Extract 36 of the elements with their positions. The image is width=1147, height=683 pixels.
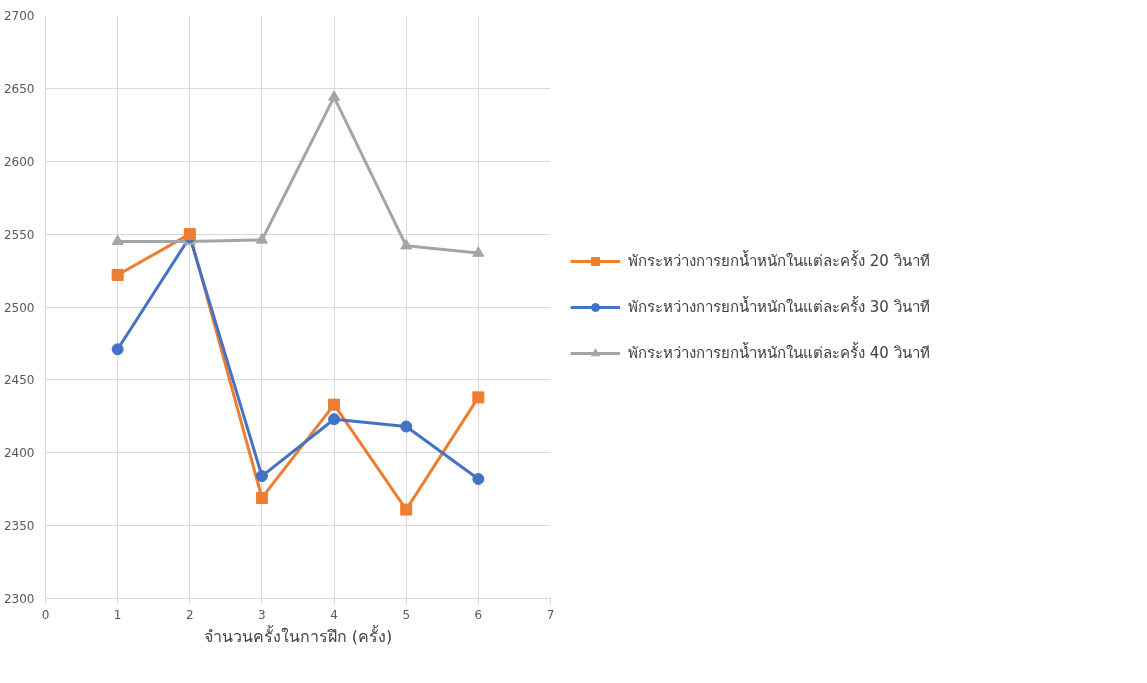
- x-tick-label: 5: [402, 607, 411, 622]
- y-tick-label: 2350: [3, 519, 35, 534]
- x-tick-label: 2: [185, 607, 194, 622]
- point: [328, 90, 341, 101]
- y-tick-label: 2600: [3, 154, 35, 169]
- x-tick-label: 4: [330, 607, 338, 622]
- y-tick-label: 2500: [3, 300, 35, 315]
- point: [255, 233, 268, 244]
- point: [328, 398, 341, 411]
- x-tick-label: 6: [474, 607, 483, 622]
- x-tick-label: 0: [41, 607, 50, 622]
- point: [400, 420, 413, 433]
- legend-label: พักระหว่างการยกน้ำหนักในแต่ละครั้ง 40 วินาที: [628, 341, 930, 364]
- point: [111, 234, 124, 246]
- point: [472, 391, 485, 404]
- y-tick-label: 2550: [3, 227, 35, 242]
- point: [328, 413, 341, 426]
- y-tick-label: 2450: [3, 373, 35, 388]
- point: [472, 246, 485, 257]
- point: [255, 491, 268, 504]
- legend-label: พักระหว่างการยกน้ำหนักในแต่ละครั้ง 20 วินาที: [628, 249, 930, 272]
- point: [111, 268, 124, 281]
- x-tick-label: 7: [546, 607, 555, 622]
- point: [400, 238, 413, 250]
- point: [255, 470, 268, 483]
- x-axis-title: จำนวนครั้งในการฝึก (ครั้ง): [203, 624, 393, 646]
- legend-label: พักระหว่างการยกน้ำหนักในแต่ละครั้ง 30 วินาที: [628, 295, 930, 318]
- y-tick-label: 2300: [3, 592, 35, 606]
- point: [400, 503, 413, 516]
- point: [111, 343, 124, 356]
- x-tick-label: 1: [113, 607, 122, 622]
- point: [472, 473, 485, 485]
- y-tick-label: 2650: [3, 81, 35, 96]
- y-tick-label: 2400: [3, 446, 35, 461]
- x-tick-label: 3: [258, 607, 266, 622]
- y-tick-label: 2700: [3, 9, 35, 23]
